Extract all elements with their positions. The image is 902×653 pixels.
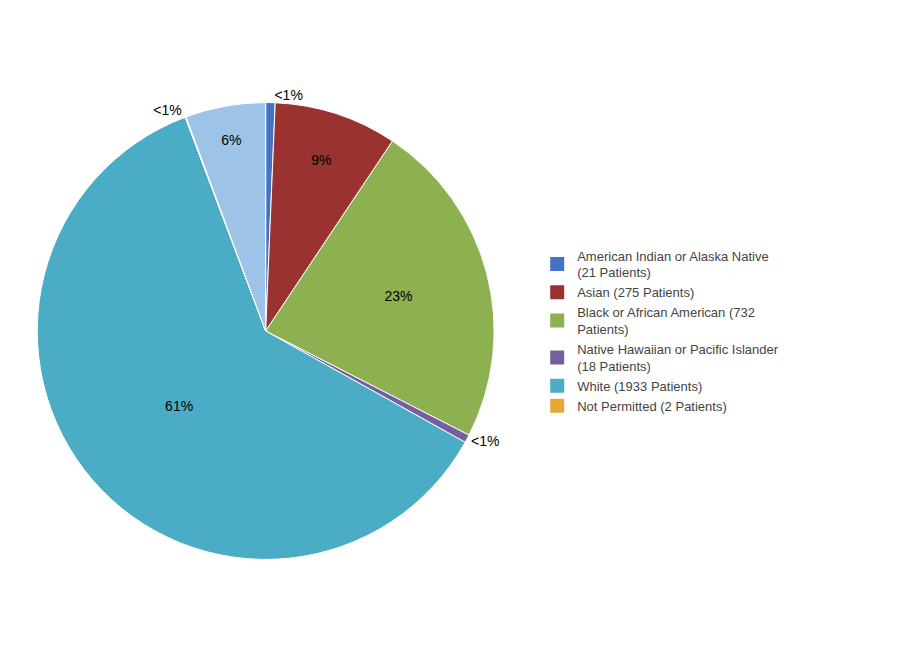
svg-text:Not Permitted (2 Patients): Not Permitted (2 Patients) bbox=[577, 399, 727, 414]
svg-text:American Indian or Alaska Nati: American Indian or Alaska Native(21 Pati… bbox=[577, 249, 768, 281]
svg-text:6%: 6% bbox=[221, 132, 241, 148]
svg-text:<1%: <1% bbox=[274, 87, 302, 103]
svg-text:23%: 23% bbox=[384, 288, 412, 304]
svg-text:61%: 61% bbox=[165, 398, 193, 414]
svg-text:9%: 9% bbox=[311, 152, 331, 168]
svg-text:Black or African American (732: Black or African American (732Patients) bbox=[577, 305, 755, 337]
svg-text:Native Hawaiian or Pacific Isl: Native Hawaiian or Pacific Islander(18 P… bbox=[577, 342, 779, 374]
svg-text:Asian (275 Patients): Asian (275 Patients) bbox=[577, 285, 694, 300]
svg-text:White (1933 Patients): White (1933 Patients) bbox=[577, 379, 702, 394]
svg-text:<1%: <1% bbox=[471, 433, 499, 449]
svg-text:<1%: <1% bbox=[153, 102, 181, 118]
